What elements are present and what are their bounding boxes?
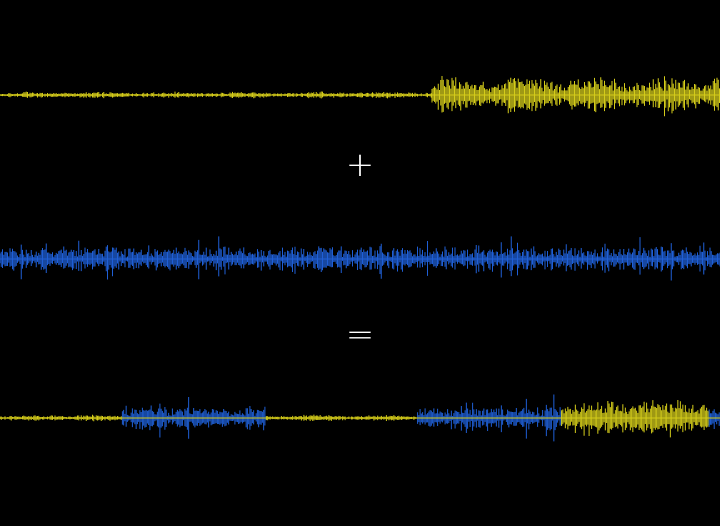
waveform-signal-a xyxy=(0,76,720,117)
waveform-signal-b xyxy=(0,236,720,281)
plus-operator: + xyxy=(345,145,375,185)
equals-operator: = xyxy=(345,315,375,355)
waveform-signal-sum xyxy=(0,394,720,442)
